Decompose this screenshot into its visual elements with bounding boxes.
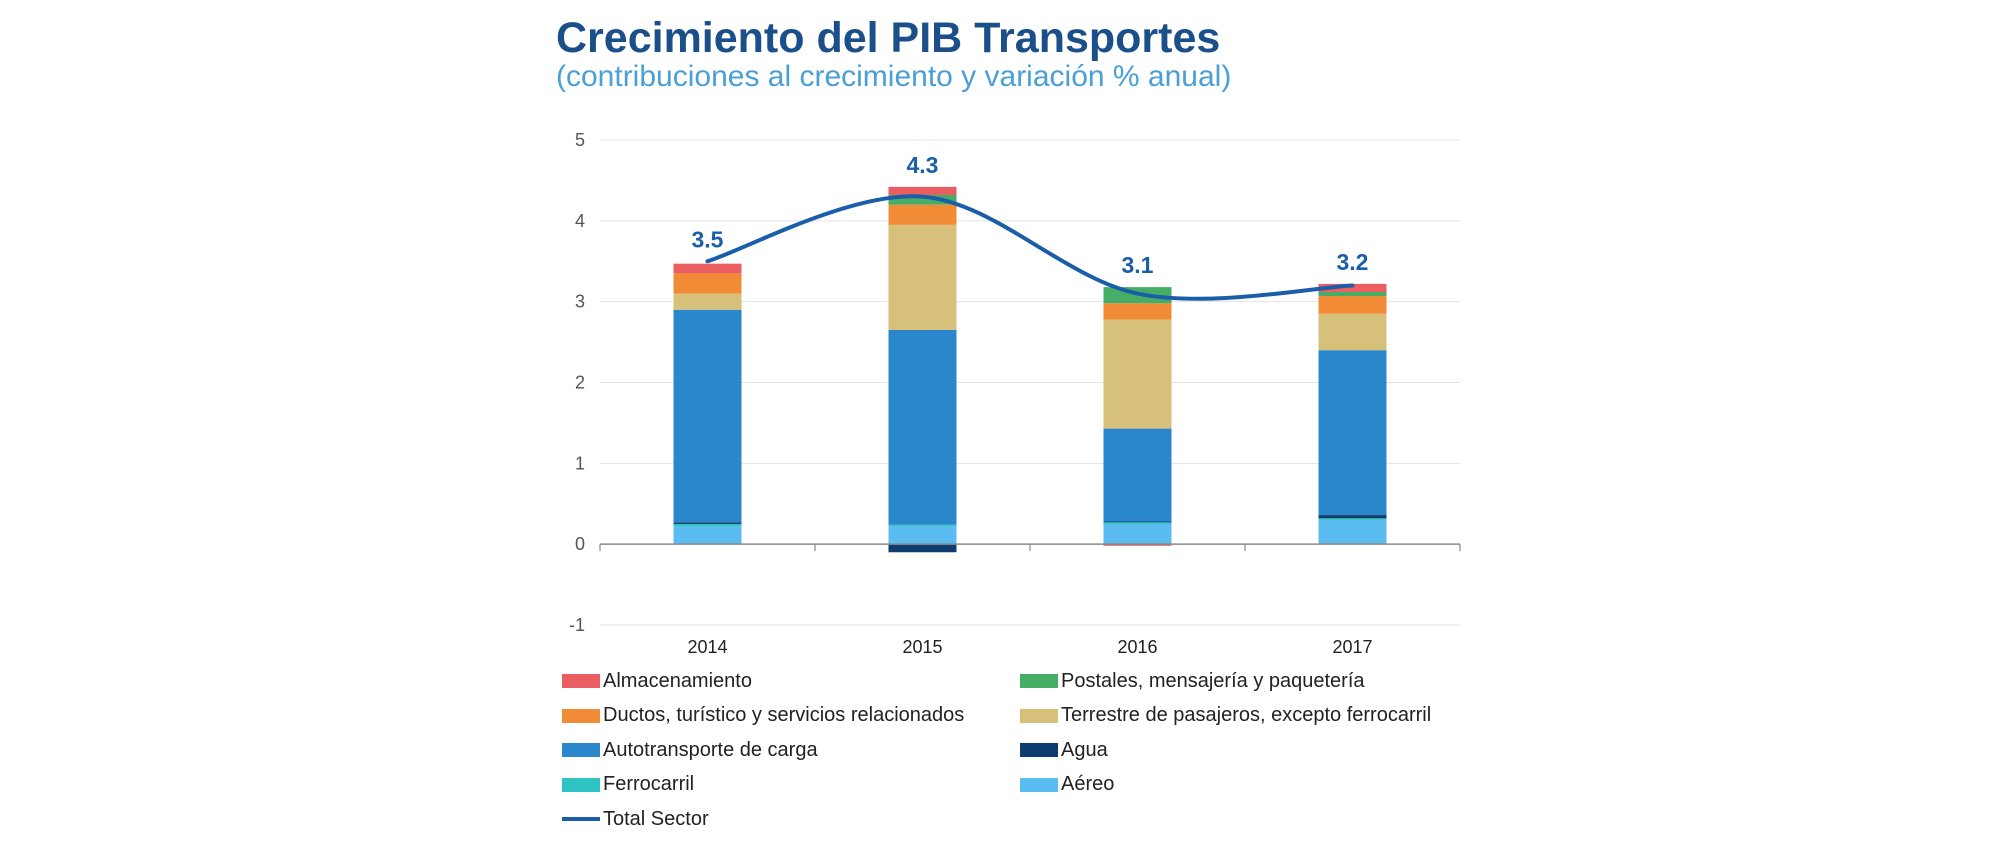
- legend-label: Ferrocarril: [603, 773, 695, 795]
- bar-segment: [1103, 544, 1172, 546]
- legend-item: Autotransporte de carga: [562, 735, 818, 765]
- legend-item: Agua: [1020, 735, 1108, 765]
- y-tick-label: 4: [575, 211, 585, 231]
- legend-swatch: [562, 743, 600, 757]
- legend-item: Terrestre de pasajeros, excepto ferrocar…: [1020, 701, 1431, 731]
- legend-label: Aéreo: [1061, 773, 1115, 795]
- bar-segment: [1318, 518, 1387, 520]
- bar-segment: [1318, 519, 1387, 545]
- bar-segment: [1318, 283, 1387, 292]
- bar-segment: [1318, 350, 1387, 516]
- bar-segment: [673, 522, 742, 524]
- gridlines: 5 4 3 2 1 0 -1: [569, 130, 1460, 635]
- chart-title: Crecimiento del PIB Transportes: [556, 14, 1221, 62]
- x-tick-label: 2017: [1332, 637, 1372, 657]
- legend-swatch: [562, 777, 600, 792]
- bar-segment: [1318, 313, 1387, 351]
- bar-segment: [1103, 319, 1172, 429]
- legend-item: Total Sector: [562, 804, 709, 834]
- bar-segment: [673, 523, 742, 527]
- bar-segment: [673, 526, 742, 545]
- bar-segment: [1318, 515, 1387, 519]
- legend-swatch: [1020, 743, 1058, 757]
- bars: [673, 186, 1387, 553]
- legend-item: Postales, mensajería y paquetería: [1020, 666, 1365, 696]
- bar-segment: [888, 544, 957, 553]
- legend-swatch: [1020, 777, 1058, 792]
- bar-segment: [673, 293, 742, 310]
- legend-item: Aéreo: [1020, 770, 1114, 800]
- legend-swatch: [1020, 708, 1058, 723]
- bar-segment: [1103, 522, 1172, 524]
- legend-swatch: [562, 674, 600, 688]
- bar-segment: [888, 186, 957, 195]
- bar-segment: [888, 526, 957, 545]
- bar-segment: [1103, 521, 1172, 523]
- legend-label: Postales, mensajería y paquetería: [1061, 669, 1365, 692]
- total-sector-line: [705, 194, 1355, 301]
- bar-segment: [673, 309, 742, 523]
- x-tick-label: 2014: [687, 637, 727, 657]
- legend-label: Agua: [1061, 738, 1108, 761]
- y-tick-label: 3: [575, 292, 585, 312]
- legend-swatch: [562, 708, 600, 723]
- legend-item: Ferrocarril: [562, 770, 694, 800]
- bar-segment: [1318, 291, 1387, 297]
- bar-segment: [1103, 428, 1172, 522]
- legend-swatch: [562, 817, 600, 821]
- y-tick-label: -1: [569, 615, 585, 635]
- bar-segment: [1318, 296, 1387, 314]
- y-tick-label: 2: [575, 373, 585, 393]
- x-tick-label: 2016: [1117, 637, 1157, 657]
- legend-item: Almacenamiento: [562, 666, 752, 696]
- bar-segment: [673, 273, 742, 294]
- bar-segment: [888, 194, 957, 205]
- data-labels: 3.5 4.3 3.1 3.2: [692, 152, 1369, 278]
- y-tick-label: 0: [575, 534, 585, 554]
- bar-segment: [888, 204, 957, 225]
- bar-segment: [888, 329, 957, 525]
- bar-segment: [673, 263, 742, 274]
- legend-swatch: [1020, 674, 1058, 688]
- total-line: [705, 194, 1355, 301]
- bar-segment: [1103, 523, 1172, 545]
- total-data-label: 3.2: [1337, 249, 1369, 275]
- legend-label: Terrestre de pasajeros, excepto ferrocar…: [1061, 704, 1432, 726]
- y-tick-label: 5: [575, 130, 585, 150]
- total-data-label: 4.3: [907, 152, 939, 178]
- legend-label: Almacenamiento: [603, 669, 752, 692]
- chart-subtitle: (contribuciones al crecimiento y variaci…: [556, 60, 1232, 93]
- bar-segment: [888, 224, 957, 330]
- legend-item: Ductos, turístico y servicios relacionad…: [562, 701, 964, 731]
- x-tick-label: 2015: [902, 637, 942, 657]
- legend-label: Total Sector: [603, 807, 709, 830]
- legend-label: Autotransporte de carga: [603, 738, 818, 761]
- total-data-label: 3.5: [692, 226, 724, 252]
- bar-segment: [1103, 303, 1172, 320]
- legend-label: Ductos, turístico y servicios relacionad…: [603, 704, 965, 726]
- total-data-label: 3.1: [1122, 252, 1154, 278]
- bar-segment: [888, 524, 957, 527]
- y-tick-label: 1: [575, 453, 585, 473]
- x-axis: 2014 2015 2016 2017: [599, 543, 1461, 657]
